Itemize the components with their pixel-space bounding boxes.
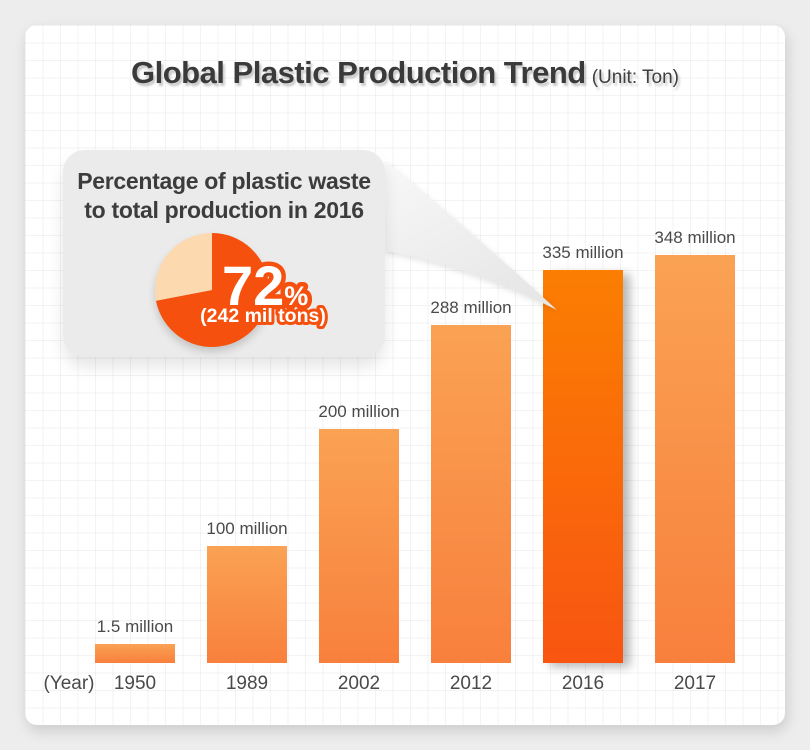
year-label-1989: 1989 bbox=[225, 673, 269, 694]
bar-value-label-2016: 335 million bbox=[542, 243, 624, 262]
bar-1950 bbox=[95, 644, 175, 663]
pie-chart: 72% (242 mil tons) bbox=[154, 233, 329, 347]
year-label-2012: 2012 bbox=[449, 673, 493, 694]
pie-slice-remainder bbox=[154, 233, 212, 301]
bubble-tail bbox=[385, 161, 557, 310]
bar-2017 bbox=[655, 255, 735, 663]
unit-label: (Unit: Ton) bbox=[591, 67, 680, 88]
title-text: Global Plastic Production Trend bbox=[130, 55, 586, 90]
pie-slice-waste bbox=[156, 233, 269, 347]
bar-value-label-2012: 288 million bbox=[430, 298, 512, 317]
year-label-1950: 1950 bbox=[113, 673, 157, 694]
bar-1989 bbox=[207, 546, 287, 663]
bar-2012 bbox=[431, 325, 511, 663]
year-label-2002: 2002 bbox=[337, 673, 381, 694]
page-title: Global Plastic Production Trend (Unit: To… bbox=[25, 55, 785, 91]
callout-heading-line2: to total production in 2016 bbox=[84, 197, 364, 223]
callout-heading-line1: Percentage of plastic waste bbox=[77, 168, 371, 194]
pie-percent-label: 72% bbox=[222, 254, 308, 317]
bar-value-label-2017: 348 million bbox=[654, 228, 736, 247]
bar-value-label-1950: 1.5 million bbox=[96, 617, 174, 636]
callout-heading: Percentage of plastic waste to total pro… bbox=[63, 150, 385, 225]
year-label-2016: 2016 bbox=[561, 673, 605, 694]
bar-2002 bbox=[319, 429, 399, 663]
x-axis-title: (Year) bbox=[43, 673, 95, 694]
callout-bubble: Percentage of plastic waste to total pro… bbox=[63, 150, 385, 357]
chart-card: Global Plastic Production Trend (Unit: To… bbox=[25, 25, 785, 725]
bar-value-label-2002: 200 million bbox=[318, 402, 400, 421]
bar-2016 bbox=[543, 270, 623, 663]
pie-sub-label: (242 mil tons) bbox=[200, 305, 326, 327]
bar-value-label-1989: 100 million bbox=[206, 519, 288, 538]
bar-chart: 1.5 million 1950 100 million 1989 200 millio… bbox=[25, 25, 785, 725]
year-label-2017: 2017 bbox=[673, 673, 717, 694]
